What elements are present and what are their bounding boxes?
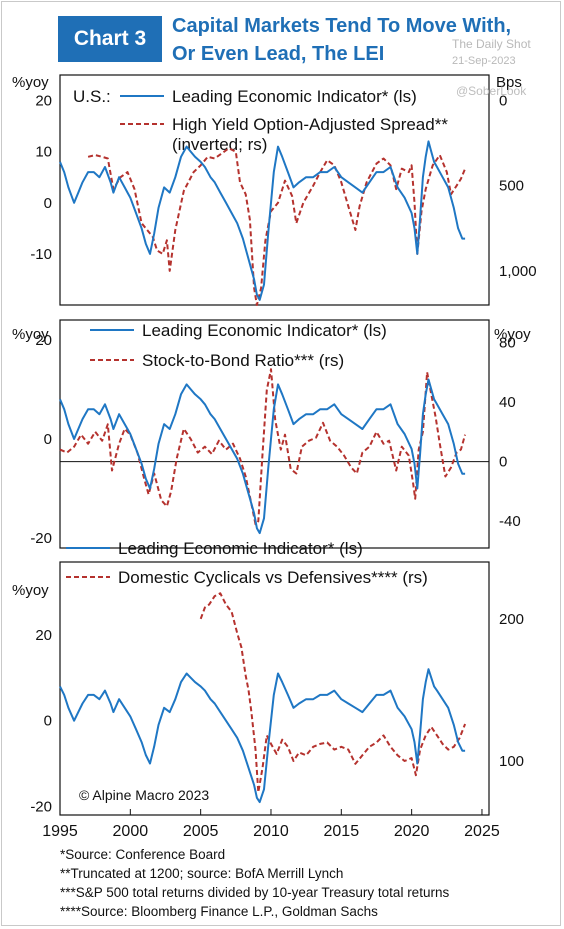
chart-badge-label: Chart 3 <box>73 27 147 50</box>
panel2-frame <box>59 319 490 549</box>
panel2-tick-left-0: 20 <box>35 332 52 349</box>
panel2-ylabel-right: %yoy <box>494 326 531 343</box>
panel3-xtick-label-1: 2000 <box>113 823 149 840</box>
panel3-tick-left-1: 0 <box>44 713 52 730</box>
watermark-source: The Daily Shot <box>452 37 531 51</box>
panel2-legend-sbr-label: Stock-to-Bond Ratio*** (rs) <box>142 351 344 370</box>
footnote-4: ****Source: Bloomberg Finance L.P., Gold… <box>60 904 378 919</box>
panel1-region-label: U.S.: <box>73 87 111 106</box>
footnote-1: *Source: Conference Board <box>60 847 226 862</box>
panel3-lei-line <box>59 668 466 804</box>
panel3-legend-lei-label: Leading Economic Indicator* (ls) <box>118 539 363 558</box>
panel3-tick-right-1: 100 <box>499 753 524 770</box>
panel3-xtick-label-2: 2005 <box>183 823 219 840</box>
footnote-3: ***S&P 500 total returns divided by 10-y… <box>60 885 450 900</box>
panel1-tick-left-1: 10 <box>35 144 52 161</box>
panel1-legend-lei-label: Leading Economic Indicator* (ls) <box>172 87 417 106</box>
panel3-xtick-label-0: 1995 <box>42 823 78 840</box>
panel3-tick-left-2: -20 <box>30 798 52 815</box>
panel3-xtick-label-5: 2020 <box>394 823 430 840</box>
panel3-ylabel-left: %yoy <box>12 582 49 599</box>
panel1-tick-right-0: 0 <box>499 93 507 110</box>
panel1-tick-right-2: 1,000 <box>499 263 537 280</box>
panel1-tick-left-2: 0 <box>44 195 52 212</box>
panel3-legend-cyc-label: Domestic Cyclicals vs Defensives**** (rs… <box>118 568 428 587</box>
copyright-note: © Alpine Macro 2023 <box>79 787 209 803</box>
panel2-tick-right-1: 40 <box>499 394 516 411</box>
chart-badge: Chart 3 <box>58 16 162 62</box>
panel1-legend-hy-label-2: (inverted; rs) <box>172 135 267 154</box>
footnote-2: **Truncated at 1200; source: BofA Merril… <box>60 866 344 881</box>
panel2-ylabel-left: %yoy <box>12 326 49 343</box>
panel3-xtick-label-4: 2015 <box>324 823 360 840</box>
panel3-xtick-label-3: 2010 <box>253 823 289 840</box>
panel2-legend-lei-label: Leading Economic Indicator* (ls) <box>142 321 387 340</box>
panel1-tick-right-1: 500 <box>499 178 524 195</box>
panel2-tick-right-3: -40 <box>499 513 521 530</box>
panel1-ylabel-right: Bps <box>496 74 522 91</box>
panel3-tick-left-0: 20 <box>35 627 52 644</box>
panel1-hy-spread-line <box>87 147 467 306</box>
panel3-xtick-label-6: 2025 <box>464 823 500 840</box>
panel3-tick-right-0: 200 <box>499 611 524 628</box>
panel1-legend-hy-label-1: High Yield Option-Adjusted Spread** <box>172 115 448 134</box>
watermark-handle: @SoberLook <box>456 84 527 98</box>
watermark-date: 21-Sep-2023 <box>452 55 516 67</box>
panel2-tick-right-0: 80 <box>499 334 516 351</box>
panel2-tick-right-2: 0 <box>499 454 507 471</box>
chart-title: Capital Markets Tend To Move With, Or Ev… <box>172 12 511 68</box>
panel1-frame <box>59 74 490 306</box>
panel2-stock-bond-line <box>59 368 467 526</box>
panel1-lei-line <box>59 140 466 301</box>
panel2-tick-left-2: -20 <box>30 530 52 547</box>
chart-title-line2: Or Even Lead, The LEI <box>172 43 385 65</box>
panel3-cyclicals-line <box>199 592 467 794</box>
panel2-lei-line <box>59 378 466 535</box>
panel1-ylabel-left: %yoy <box>12 74 49 91</box>
chart-title-line1: Capital Markets Tend To Move With, <box>172 15 512 37</box>
panel1-tick-left-0: 20 <box>35 93 52 110</box>
panel2-tick-left-1: 0 <box>44 431 52 448</box>
panel1-tick-left-3: -10 <box>30 246 52 263</box>
